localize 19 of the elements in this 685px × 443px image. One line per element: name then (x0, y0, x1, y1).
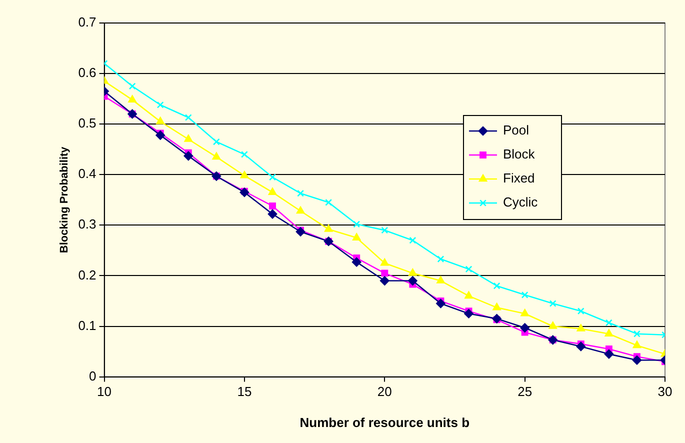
legend-label: Cyclic (503, 194, 538, 210)
x-tick-label: 10 (97, 384, 112, 400)
y-tick-label: 0.2 (78, 267, 96, 282)
y-tick-label: 0.1 (78, 318, 96, 333)
x-tick-label: 25 (518, 384, 532, 400)
legend-label: Block (503, 146, 536, 162)
legend-label: Fixed (503, 170, 535, 186)
y-tick-label: 0 (89, 368, 96, 384)
y-axis-title: Blocking Probability (58, 146, 71, 254)
x-axis-title: Number of resource units b (300, 414, 470, 430)
y-tick-label: 0.7 (78, 14, 96, 30)
legend-label: Pool (503, 122, 530, 138)
y-tick-label: 0.4 (78, 166, 96, 182)
x-tick-label: 20 (377, 384, 392, 400)
x-tick-label: 30 (658, 384, 672, 400)
y-tick-label: 0.6 (78, 65, 96, 80)
y-tick-label: 0.5 (78, 116, 96, 131)
y-tick-label: 0.3 (78, 216, 96, 232)
x-tick-label: 15 (237, 384, 252, 400)
